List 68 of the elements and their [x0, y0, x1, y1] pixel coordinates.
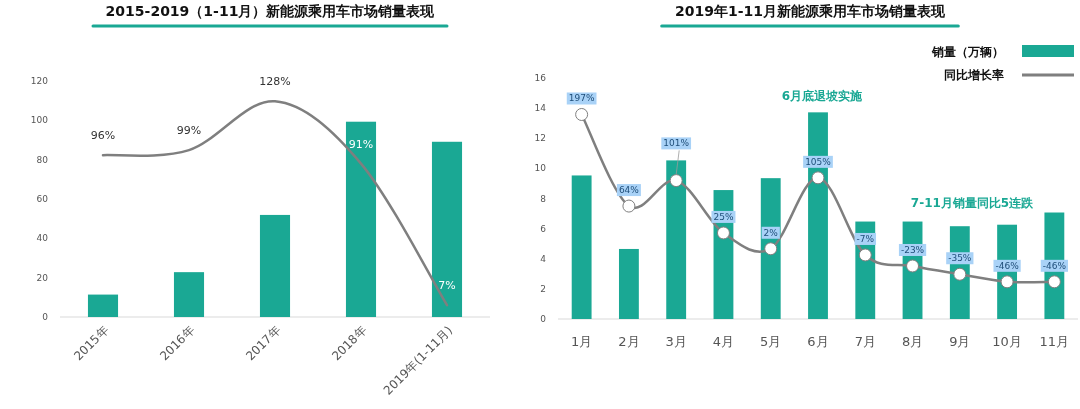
y-tick-label: 100 [30, 115, 49, 126]
bar [571, 175, 592, 319]
data-label: -46% [1042, 260, 1067, 271]
y-tick-label: 12 [534, 133, 546, 144]
point [906, 259, 920, 273]
bar [431, 141, 463, 317]
chart-title: 2019年1-11月新能源乘用车市场销量表现 [675, 3, 946, 19]
y-tick-label: 16 [534, 73, 547, 83]
data-label: 96% [90, 129, 116, 143]
data-label: 128% [259, 75, 291, 89]
x-tick-label: 8月 [901, 334, 924, 349]
point [575, 107, 589, 121]
y-tick-label: 80 [36, 154, 49, 165]
data-label: -7% [856, 233, 875, 244]
data-label: 105% [805, 156, 832, 167]
y-tick-label: 120 [30, 76, 49, 86]
x-tick-label: 11月 [1039, 334, 1070, 349]
data-label: -23% [900, 244, 925, 255]
y-tick-label: 14 [534, 103, 547, 114]
bar [666, 160, 687, 319]
data-label: 64% [618, 185, 640, 196]
x-tick-label: 6月 [807, 334, 829, 349]
data-label: -46% [995, 260, 1020, 271]
legend-label: 销量（万辆） [931, 45, 1004, 59]
data-label: 101% [663, 138, 690, 149]
legend-label: 同比增长率 [944, 68, 1004, 82]
annotation: 6月底退坡实施 [781, 89, 864, 103]
point [858, 248, 872, 262]
data-label: -35% [948, 253, 972, 264]
point [1047, 275, 1061, 289]
data-label: 197% [568, 93, 595, 104]
bar [173, 272, 205, 317]
y-tick-label: 8 [540, 193, 547, 204]
point [764, 242, 778, 256]
x-tick-label: 7月 [854, 334, 876, 349]
bar [345, 121, 377, 317]
point [622, 199, 636, 213]
data-label: 99% [176, 124, 202, 138]
point [669, 174, 683, 188]
x-tick-label: 1月 [571, 334, 593, 349]
x-tick-label: 9月 [949, 334, 971, 349]
point [716, 226, 730, 240]
x-tick-label: 3月 [665, 334, 687, 349]
x-tick-label: 10月 [992, 334, 1022, 349]
y-tick-label: 10 [534, 163, 547, 174]
x-tick-label: 2月 [618, 334, 640, 349]
annotation: 7-11月销量同比5连跌 [910, 196, 1035, 210]
point [953, 267, 967, 281]
point [1000, 275, 1014, 289]
point [811, 171, 825, 185]
y-tick-label: 60 [36, 194, 49, 204]
bar [618, 248, 639, 319]
bar [87, 294, 119, 317]
data-label: 25% [713, 211, 734, 222]
x-tick-label: 4月 [712, 334, 735, 349]
y-tick-label: 2 [540, 283, 546, 294]
y-tick-label: 0 [540, 314, 547, 324]
data-label: 2% [763, 227, 779, 238]
y-tick-label: 20 [36, 272, 49, 283]
data-label: 7% [438, 279, 456, 293]
y-tick-label: 0 [42, 312, 49, 322]
y-tick-label: 4 [540, 253, 547, 264]
bar [259, 214, 291, 317]
chart-title: 2015-2019（1-11月）新能源乘用车市场销量表现 [105, 3, 436, 19]
y-tick-label: 6 [540, 223, 547, 234]
x-tick-label: 5月 [760, 334, 782, 349]
data-label: 91% [348, 137, 374, 151]
y-tick-label: 40 [36, 233, 49, 244]
